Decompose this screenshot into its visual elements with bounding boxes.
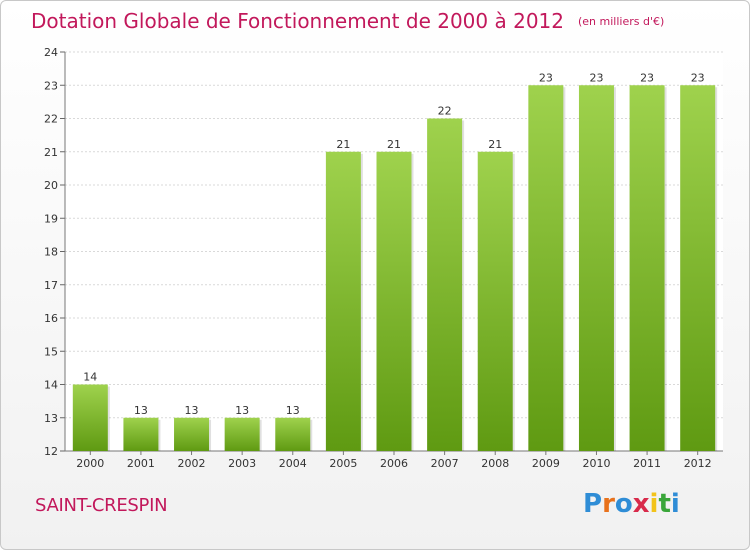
logo-letter: o: [614, 489, 633, 519]
y-tick-label: 20: [44, 179, 58, 192]
value-label: 14: [83, 371, 97, 384]
bar-2005: [325, 151, 361, 451]
x-tick-label: 2000: [76, 457, 104, 470]
x-tick-label: 2002: [178, 457, 206, 470]
bar-2012: [680, 85, 716, 451]
y-tick-label: 13: [44, 412, 58, 425]
bar-2007: [427, 118, 463, 451]
logo-letter: i: [649, 489, 659, 519]
bar-2000: [72, 384, 108, 451]
bar-2010: [578, 85, 614, 451]
bar-2011: [629, 85, 665, 451]
value-label: 13: [286, 404, 300, 417]
logo-letter: r: [602, 489, 615, 519]
logo-letter: i: [670, 489, 680, 519]
bar-2001: [123, 417, 159, 451]
x-tick-label: 2012: [684, 457, 712, 470]
y-tick-label: 19: [44, 212, 58, 225]
proxiti-logo: Proxiti: [583, 489, 680, 519]
x-tick-label: 2008: [481, 457, 509, 470]
x-tick-label: 2007: [431, 457, 459, 470]
value-label: 21: [488, 138, 502, 151]
commune-name: SAINT-CRESPIN: [35, 495, 168, 516]
bar-2006: [376, 151, 412, 451]
x-tick-label: 2003: [228, 457, 256, 470]
y-tick-label: 17: [44, 279, 58, 292]
y-tick-label: 15: [44, 345, 58, 358]
logo-letter: x: [632, 489, 650, 519]
x-tick-label: 2009: [532, 457, 560, 470]
units-label: (en milliers d'€): [578, 15, 665, 28]
bar-2002: [174, 417, 210, 451]
title-text: Dotation Globale de Fonctionnement de 20…: [31, 9, 564, 33]
y-tick-label: 23: [44, 79, 58, 92]
value-label: 23: [640, 71, 654, 84]
bar-2008: [477, 151, 513, 451]
chart-title: Dotation Globale de Fonctionnement de 20…: [31, 9, 664, 33]
x-tick-label: 2010: [582, 457, 610, 470]
value-label: 21: [387, 138, 401, 151]
y-tick-label: 14: [44, 379, 58, 392]
value-label: 22: [438, 105, 452, 118]
value-label: 23: [589, 71, 603, 84]
value-label: 23: [539, 71, 553, 84]
x-tick-label: 2004: [279, 457, 307, 470]
value-label: 13: [134, 404, 148, 417]
bar-2003: [224, 417, 260, 451]
y-tick-label: 12: [44, 445, 58, 458]
value-label: 21: [336, 138, 350, 151]
y-tick-label: 24: [44, 46, 58, 59]
x-tick-label: 2005: [329, 457, 357, 470]
y-tick-label: 22: [44, 113, 58, 126]
x-tick-label: 2001: [127, 457, 155, 470]
value-label: 13: [235, 404, 249, 417]
bar-2004: [275, 417, 311, 451]
x-tick-label: 2006: [380, 457, 408, 470]
y-tick-label: 16: [44, 312, 58, 325]
logo-letter: P: [583, 489, 603, 519]
value-label: 13: [185, 404, 199, 417]
logo-letter: t: [658, 489, 671, 519]
y-tick-label: 18: [44, 246, 58, 259]
bar-2009: [528, 85, 564, 451]
x-tick-label: 2011: [633, 457, 661, 470]
value-label: 23: [691, 71, 705, 84]
y-tick-label: 21: [44, 146, 58, 159]
